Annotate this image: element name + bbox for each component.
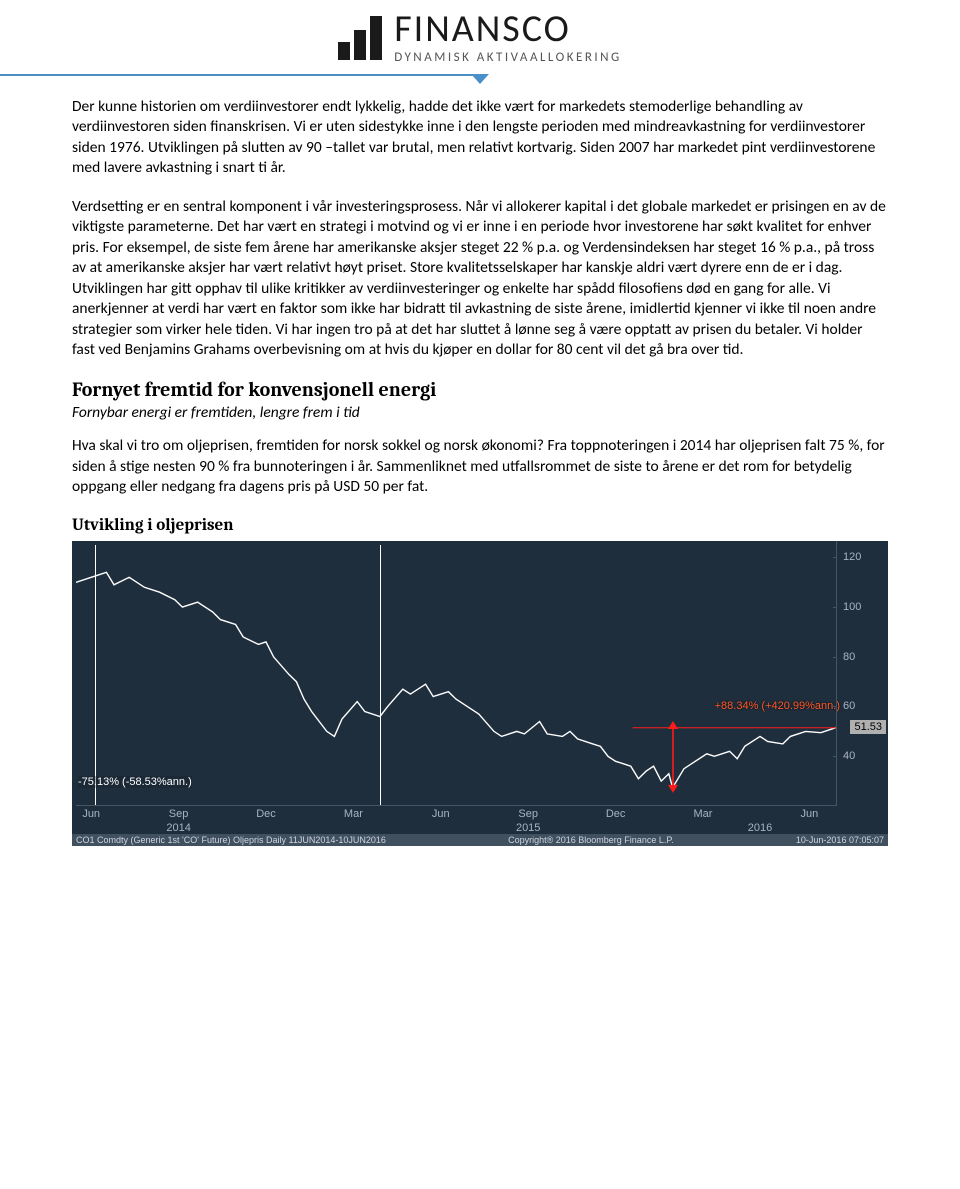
paragraph: Hva skal vi tro om oljeprisen, fremtiden… [72,436,888,497]
chart-footer: CO1 Comdty (Generic 1st 'CO' Future) Olj… [72,834,888,846]
chart-rise-arrow-icon [663,721,960,982]
chart-y-axis: 40 60 80 100 120 51.53 [836,541,888,806]
chart-marker-low [380,545,381,806]
y-tick-label: 120 [843,551,861,563]
chart-rise-label: +88.34% (+420.99%ann.) [715,700,840,712]
x-year-label: 2015 [516,822,540,834]
chart-x-axis: Jun Sep Dec Mar Jun Sep Dec Mar Jun 2014 2015 2016 [76,805,836,835]
x-tick-label: Dec [256,808,276,820]
chart-footer-left: CO1 Comdty (Generic 1st 'CO' Future) Olj… [76,835,386,845]
chart-marker-start [95,545,96,806]
y-tick-label: 60 [843,700,855,712]
page-content: Der kunne historien om verdiinvestorer e… [0,97,960,876]
chart-footer-mid: Copyright® 2016 Bloomberg Finance L.P. [508,835,674,845]
chart-plot-area: -75.13% (-58.53%ann.) +88.34% (+420.99%a… [76,545,836,806]
x-tick-label: Mar [344,808,363,820]
paragraph: Verdsetting er en sentral komponent i vå… [72,197,888,361]
y-tick-label: 40 [843,750,855,762]
x-tick-label: Jun [432,808,450,820]
y-tick-label: 80 [843,651,855,663]
x-tick-label: Sep [518,808,538,820]
chart-title: Utvikling i oljeprisen [72,516,888,535]
chart-decline-label: -75.13% (-58.53%ann.) [78,776,192,788]
header-rule [0,71,960,85]
logo-bars-icon [338,16,382,60]
x-year-label: 2014 [166,822,190,834]
x-tick-label: Jun [801,808,819,820]
x-tick-label: Sep [169,808,189,820]
x-year-label: 2016 [748,822,772,834]
x-tick-label: Jun [82,808,100,820]
logo-title: FINANSCO [394,10,622,48]
rule-line [0,74,480,76]
logo-text: FINANSCO DYNAMISK AKTIVAALLOKERING [394,10,622,65]
y-tick-label: 100 [843,601,861,613]
logo: FINANSCO DYNAMISK AKTIVAALLOKERING [338,10,622,65]
paragraph: Der kunne historien om verdiinvestorer e… [72,97,888,179]
section-heading: Fornyet fremtid for konvensjonell energi [72,378,888,401]
logo-subtitle: DYNAMISK AKTIVAALLOKERING [394,50,622,65]
x-tick-label: Mar [694,808,713,820]
chart-footer-right: 10-Jun-2016 07:05:07 [796,835,884,845]
section-subheading: Fornybar energi er fremtiden, lengre fre… [72,403,888,422]
x-tick-label: Dec [606,808,626,820]
page-header: FINANSCO DYNAMISK AKTIVAALLOKERING [0,0,960,71]
chart-last-value-badge: 51.53 [850,720,886,734]
chevron-down-icon [471,74,489,84]
oil-price-chart: -75.13% (-58.53%ann.) +88.34% (+420.99%a… [72,541,888,846]
